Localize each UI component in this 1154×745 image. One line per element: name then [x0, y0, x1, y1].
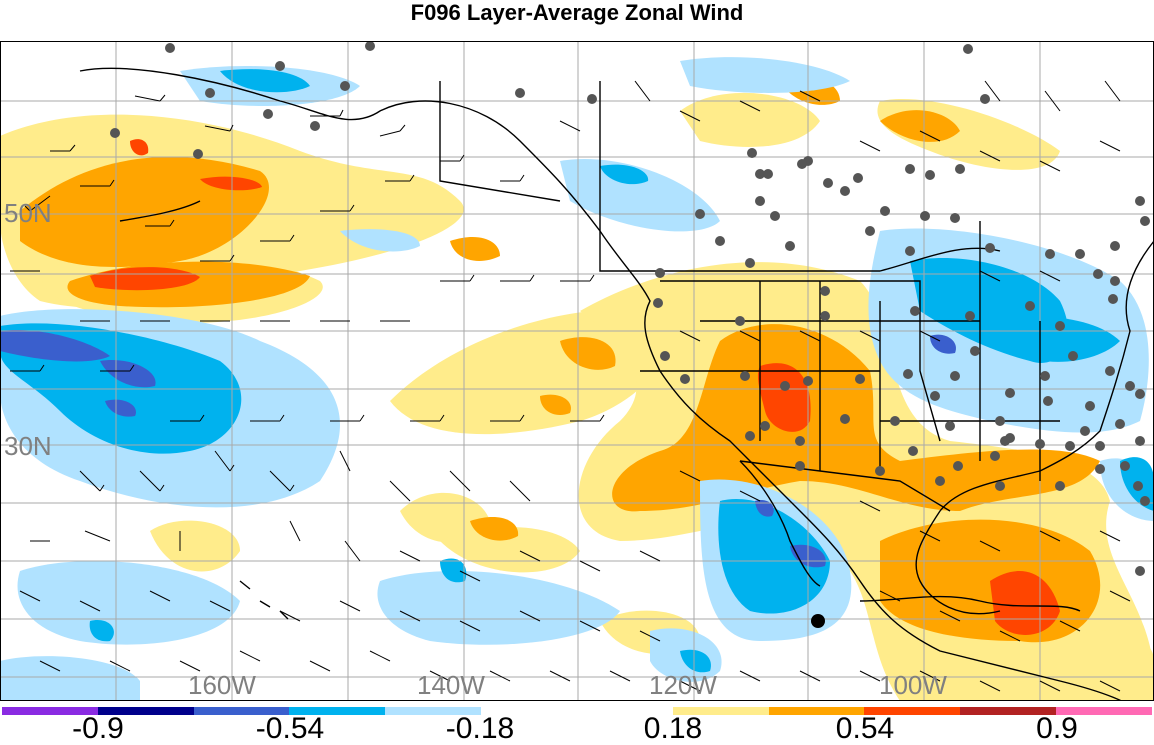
colorbar-tick-label: -0.9 [72, 712, 124, 745]
colorbar-tick-label: -0.54 [255, 712, 325, 745]
colorbar-segment [1056, 707, 1152, 715]
marked-point [811, 614, 825, 628]
colorbar-segment [768, 707, 865, 715]
colorbar-tick-label: -0.18 [445, 712, 515, 745]
wind-barbs [10, 80, 1131, 692]
colorbar [2, 707, 1152, 715]
latitude-label-30n: 30N [4, 431, 52, 461]
colorbar-tick-label: 0.18 [643, 712, 703, 745]
colorbar-segment [2, 707, 98, 715]
colorbar-segment [289, 707, 386, 715]
map-panel: 50N 30N 160W 140W 120W 100W [0, 41, 1154, 701]
coastlines [79, 67, 1154, 701]
longitude-label-140w: 140W [417, 670, 485, 700]
longitude-label-120w: 120W [649, 670, 717, 700]
colorbar-segment [385, 707, 482, 715]
colorbar-segment [193, 707, 290, 715]
max-negative-contours [0, 330, 956, 568]
graticule [0, 41, 1154, 701]
station-markers [110, 41, 1150, 576]
colorbar-segment [960, 707, 1057, 715]
longitude-label-160w: 160W [188, 670, 256, 700]
longitude-label-100w: 100W [879, 670, 947, 700]
colorbar-segment [97, 707, 194, 715]
colorbar-tick-label: 0.54 [835, 712, 895, 745]
latitude-label-50n: 50N [4, 198, 52, 228]
colorbar-labels: -0.9 -0.54 -0.18 0.18 0.54 0.9 [0, 712, 1154, 745]
colorbar-segment [481, 707, 577, 715]
wind-map [0, 41, 1154, 701]
colorbar-tick-label: 0.9 [1036, 712, 1078, 745]
map-title: F096 Layer-Average Zonal Wind [410, 0, 744, 25]
colorbar-segment [672, 707, 769, 715]
colorbar-segment [576, 707, 673, 715]
colorbar-segment [864, 707, 961, 715]
